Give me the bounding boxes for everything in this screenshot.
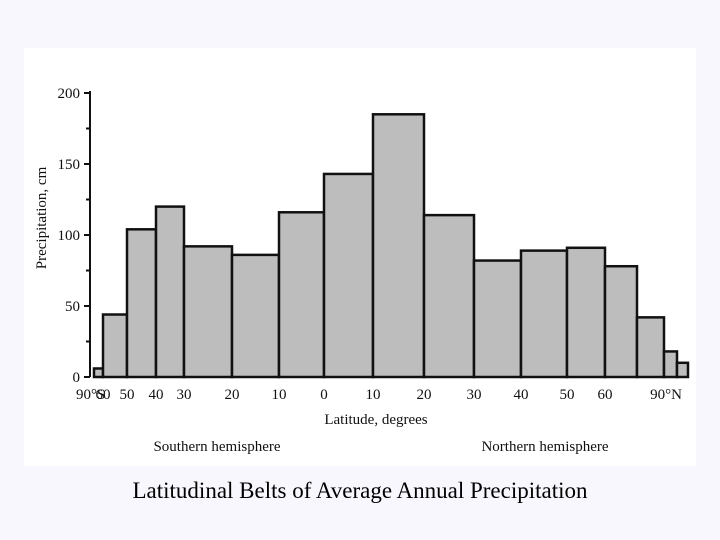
northern-hemisphere-label: Northern hemisphere [481,439,608,455]
bar-30N-40N [565,246,607,379]
x-tick-label: 90°S [76,387,105,403]
bar-20N-30N [519,249,569,379]
x-tick-label: 40 [514,387,529,403]
x-tick-label: 40 [149,387,164,403]
x-tick-label: 50 [560,387,575,403]
bar-40N-50N [603,264,639,379]
x-tick-label: 50 [120,387,135,403]
bar-50N-60N [635,316,666,379]
y-tick-label: 100 [58,228,81,244]
bar-60S-50S [154,205,186,379]
x-tick-label: 10 [366,387,381,403]
x-tick-label: 10 [272,387,287,403]
x-tick-label: 60 [598,387,613,403]
x-tick-label: 30 [177,387,192,403]
y-tick-label: 50 [65,299,80,315]
y-ticks-group: 0 50 100 150 200 [58,86,90,386]
bar-10N-20N [472,259,523,379]
bar-30S-20S [277,211,326,379]
x-tick-label: 0 [320,387,328,403]
y-tick-label: 200 [58,86,81,102]
x-tick-label: 30 [467,387,482,403]
x-tick-label: 60 [96,387,111,403]
southern-hemisphere-label: Southern hemisphere [153,439,280,455]
bars-group [92,113,690,379]
bar-80S-70S [101,313,129,379]
chart-figure: 0 50 100 150 200 90°S 60 50 40 30 20 10 0 10 20 30 40 50… [24,48,696,466]
x-tick-label: 20 [225,387,240,403]
x-axis-label: Latitude, degrees [324,412,427,428]
bar-60N-70N [662,350,679,379]
bar-50S-40S [182,245,234,379]
bar-20S-10S [322,172,375,379]
x-tick-label: 20 [417,387,432,403]
bar-0-10N [422,213,476,379]
y-axis-label: Precipitation, cm [34,166,50,269]
bar-90S-80S [92,367,105,379]
bar-70S-60S [125,228,158,379]
bar-40S-30S [230,253,281,379]
bar-70N-80N [675,361,690,379]
y-tick-label: 0 [73,370,81,386]
figure-caption: Latitudinal Belts of Average Annual Prec… [132,478,588,503]
y-tick-label: 150 [58,157,81,173]
x-tick-label: 90°N [650,387,682,403]
bar-10S-0 [371,113,426,379]
x-ticks-group: 90°S60 50 40 30 20 10 0 10 20 30 40 50 60 90°N [76,387,682,403]
